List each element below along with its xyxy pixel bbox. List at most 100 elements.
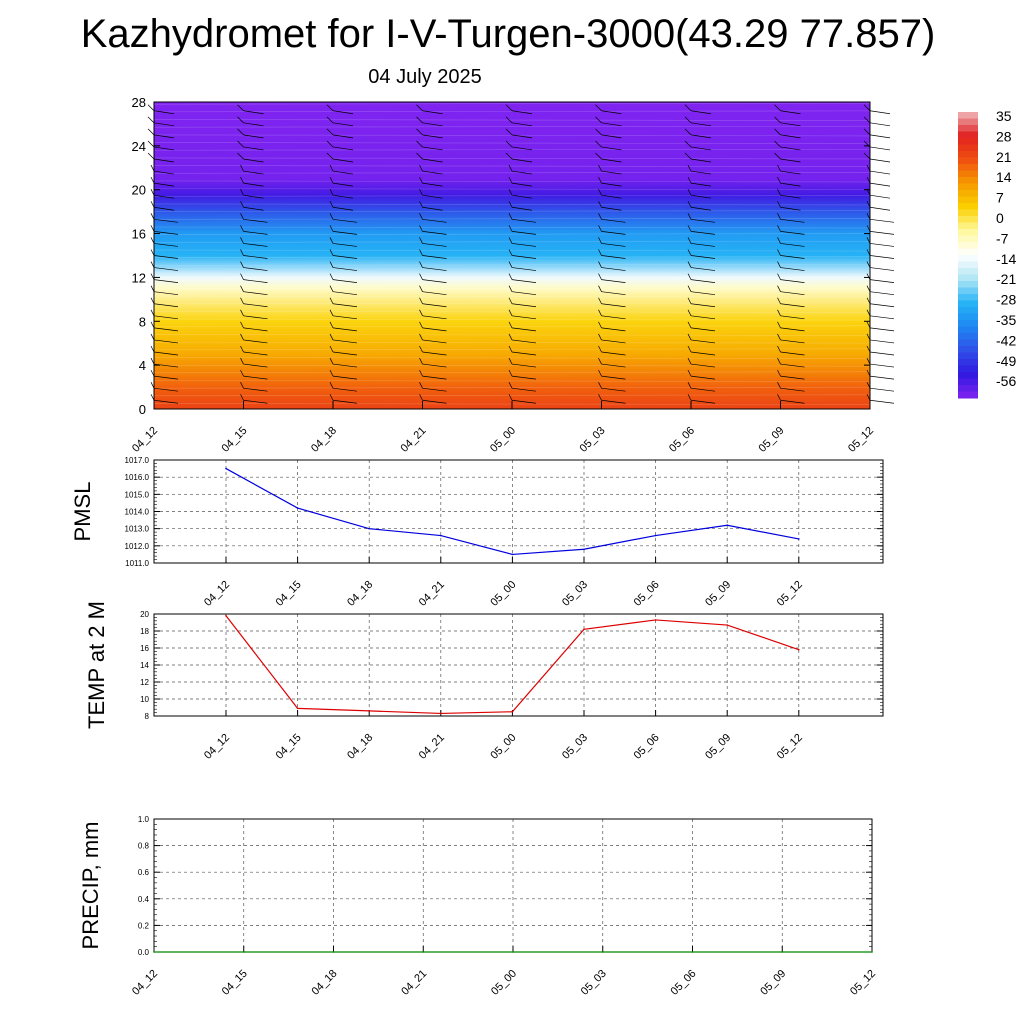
wind-barb xyxy=(780,146,801,151)
colorbar-swatch xyxy=(958,125,978,132)
wind-barb xyxy=(690,243,716,247)
wind-barb-shaft xyxy=(240,297,244,304)
wind-barb xyxy=(422,158,443,163)
x-tick-label: 05_12 xyxy=(846,425,876,455)
wind-barb xyxy=(511,363,537,368)
contour-line xyxy=(153,348,871,351)
wind-barb-shaft xyxy=(508,164,513,172)
wind-barb xyxy=(243,387,268,392)
contour-line xyxy=(153,364,871,367)
colorbar-swatch xyxy=(958,320,978,327)
wind-barb-shaft xyxy=(329,249,334,256)
wind-barb-shaft xyxy=(237,152,244,160)
wind-barb-shaft xyxy=(777,201,781,208)
wind-barb-shaft xyxy=(419,394,423,401)
wind-barb xyxy=(780,206,801,211)
colorbar-label: 7 xyxy=(996,190,1004,206)
wind-barb-shaft xyxy=(329,201,334,208)
x-tick-label: 04_15 xyxy=(220,425,250,455)
data-point xyxy=(332,951,335,953)
wind-barb xyxy=(153,146,175,151)
y-tick-label: 28 xyxy=(132,95,146,110)
wind-barb-shaft xyxy=(777,357,781,365)
wind-barb xyxy=(690,279,716,283)
wind-barb xyxy=(869,279,895,283)
wind-barb xyxy=(690,387,716,392)
wind-barb-shaft xyxy=(419,225,423,232)
colorbar-swatch xyxy=(958,196,978,204)
wind-barb-shaft xyxy=(684,140,692,148)
wind-barb xyxy=(153,351,179,356)
wind-barb xyxy=(869,218,895,223)
data-point xyxy=(654,534,657,537)
y-axis-label: PRECIP, mm xyxy=(78,822,103,950)
colorbar-swatch xyxy=(958,372,978,379)
wind-barb xyxy=(243,399,268,404)
colorbar-swatch xyxy=(958,287,978,295)
colorbar-label: -49 xyxy=(996,353,1016,369)
wind-barb xyxy=(511,158,533,163)
wind-barb xyxy=(332,231,358,235)
wind-barb xyxy=(332,134,354,139)
wind-barb xyxy=(332,255,358,259)
wind-barb xyxy=(601,231,626,235)
wind-barb-shaft xyxy=(598,297,602,304)
wind-barb xyxy=(601,315,626,320)
wind-barb xyxy=(601,122,622,127)
wind-barb-shaft xyxy=(508,382,513,389)
wind-barb xyxy=(153,134,175,139)
wind-barb-shaft xyxy=(687,213,692,220)
wind-barb-shaft xyxy=(147,116,155,124)
x-tick-label: 04_18 xyxy=(309,425,339,455)
wind-barb-shaft xyxy=(147,128,155,136)
wind-barb-shaft xyxy=(240,333,244,341)
contour-line xyxy=(153,394,871,397)
wind-barb xyxy=(243,122,264,127)
wind-barb xyxy=(690,255,716,259)
wind-barb xyxy=(153,194,175,199)
data-point xyxy=(726,624,728,626)
wind-barb xyxy=(511,351,537,356)
wind-barb-shaft xyxy=(687,237,692,244)
wind-barb xyxy=(690,182,712,187)
wind-barb-shaft xyxy=(777,333,781,341)
wind-barb-shaft xyxy=(326,104,334,112)
wind-barb xyxy=(332,303,358,308)
wind-barb-shaft xyxy=(508,345,513,353)
wind-barb-shaft xyxy=(598,225,602,232)
wind-barb xyxy=(243,182,264,187)
wind-barb-shaft xyxy=(687,201,692,208)
wind-barb xyxy=(243,158,264,163)
wind-barb-shaft xyxy=(863,104,871,112)
colorbar-label: -42 xyxy=(996,332,1016,348)
wind-barb xyxy=(243,206,264,211)
wind-barb xyxy=(422,122,443,127)
y-tick-label: 1017.0 xyxy=(125,456,150,465)
colorbar-swatch xyxy=(958,235,978,243)
y-tick-label: 24 xyxy=(132,139,146,154)
wind-barb-shaft xyxy=(863,128,871,136)
contour-line xyxy=(153,142,871,144)
wind-barb-column xyxy=(863,104,895,404)
wind-barb xyxy=(332,291,358,296)
colorbar-swatch xyxy=(958,216,978,223)
wind-barb-shaft xyxy=(240,164,244,172)
wind-barb xyxy=(601,110,622,115)
wind-barb xyxy=(690,158,712,163)
wind-barb xyxy=(690,146,712,151)
wind-barb xyxy=(511,399,537,404)
wind-barb xyxy=(422,339,447,344)
wind-barb-shaft xyxy=(416,152,423,160)
wind-barb xyxy=(869,363,895,368)
wind-barb-shaft xyxy=(237,140,244,148)
y-tick-label: 1013.0 xyxy=(125,525,150,534)
wind-barb-shaft xyxy=(774,104,781,112)
wind-barb-shaft xyxy=(419,249,423,256)
wind-barb-shaft xyxy=(684,152,692,160)
colorbar-swatch xyxy=(958,131,978,139)
data-point xyxy=(798,648,800,651)
wind-barb-shaft xyxy=(777,297,781,304)
x-tick-label: 05_00 xyxy=(489,968,519,998)
wind-barb-shaft xyxy=(774,140,781,148)
contour-line xyxy=(153,125,871,128)
